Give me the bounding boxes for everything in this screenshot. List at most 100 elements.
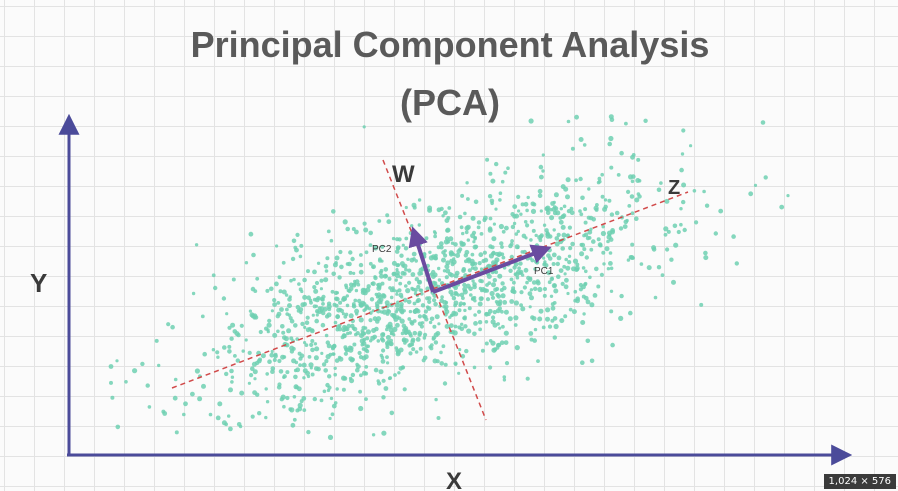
scatter-point	[618, 226, 624, 231]
scatter-point	[420, 321, 425, 325]
scatter-point	[211, 273, 216, 278]
scatter-point	[375, 304, 380, 309]
scatter-point	[407, 317, 412, 321]
scatter-point	[362, 125, 366, 129]
scatter-point	[468, 286, 473, 292]
scatter-point	[478, 252, 484, 258]
scatter-point	[376, 381, 382, 386]
scatter-point	[551, 283, 558, 289]
scatter-point	[493, 287, 498, 292]
scatter-point	[530, 201, 536, 207]
scatter-point	[487, 227, 493, 233]
scatter-point	[472, 282, 477, 287]
scatter-point	[560, 281, 565, 286]
scatter-point	[412, 330, 418, 336]
scatter-point	[292, 395, 297, 399]
scatter-point	[571, 309, 577, 315]
scatter-point	[534, 259, 539, 264]
scatter-point	[360, 342, 365, 347]
scatter-point	[584, 255, 589, 260]
scatter-point	[295, 337, 300, 341]
scatter-point	[373, 367, 379, 373]
scatter-point	[353, 298, 358, 303]
scatter-point	[491, 347, 497, 353]
scatter-point	[580, 195, 585, 201]
scatter-point	[401, 243, 405, 247]
scatter-point	[760, 120, 766, 125]
scatter-point	[625, 218, 629, 223]
scatter-point	[423, 332, 428, 337]
scatter-point	[322, 389, 327, 394]
scatter-point	[533, 327, 538, 332]
scatter-point	[383, 386, 389, 391]
scatter-point	[587, 229, 593, 235]
scatter-point	[472, 331, 477, 337]
scatter-point	[228, 387, 233, 393]
scatter-point	[460, 322, 464, 326]
scatter-point	[377, 219, 382, 223]
scatter-point	[241, 349, 245, 353]
scatter-point	[498, 198, 502, 202]
scatter-point	[222, 345, 227, 350]
scatter-point	[335, 314, 340, 320]
scatter-point	[519, 290, 524, 295]
scatter-point	[157, 363, 161, 368]
scatter-point	[388, 324, 393, 329]
scatter-point	[380, 338, 386, 343]
scatter-point	[779, 204, 785, 210]
scatter-point	[374, 326, 379, 332]
scatter-point	[377, 285, 382, 290]
scatter-point	[679, 207, 683, 211]
scatter-point	[415, 337, 421, 342]
scatter-point	[371, 309, 375, 313]
scatter-point	[552, 316, 558, 321]
scatter-point	[373, 245, 379, 251]
scatter-point	[626, 258, 631, 262]
scatter-point	[516, 194, 521, 199]
scatter-point	[362, 221, 367, 226]
scatter-point	[397, 371, 401, 375]
scatter-point	[338, 249, 343, 255]
scatter-point	[537, 316, 543, 322]
scatter-point	[376, 316, 382, 322]
scatter-point	[368, 243, 373, 248]
scatter-point	[630, 242, 635, 247]
scatter-point	[385, 311, 390, 316]
scatter-point	[596, 237, 601, 242]
scatter-point	[533, 286, 538, 291]
scatter-point	[609, 117, 615, 122]
scatter-point	[478, 278, 483, 283]
scatter-point	[328, 416, 332, 421]
scatter-point	[462, 286, 467, 292]
scatter-point	[429, 316, 435, 322]
scatter-point	[320, 297, 325, 302]
scatter-point	[573, 289, 578, 294]
scatter-point	[491, 315, 496, 320]
scatter-point	[250, 366, 255, 372]
scatter-point	[388, 327, 394, 333]
scatter-point	[321, 302, 325, 306]
scatter-point	[510, 239, 514, 243]
scatter-point	[270, 309, 274, 313]
scatter-point	[395, 315, 400, 320]
scatter-point	[489, 290, 495, 297]
scatter-point	[580, 320, 586, 325]
scatter-point	[365, 349, 370, 354]
scatter-point	[462, 282, 467, 288]
scatter-point	[331, 271, 337, 277]
scatter-point	[285, 395, 290, 401]
scatter-point	[484, 341, 489, 346]
scatter-point	[312, 304, 317, 309]
scatter-point	[351, 304, 357, 309]
scatter-point	[302, 294, 308, 300]
scatter-point	[389, 410, 395, 416]
scatter-point	[247, 350, 252, 355]
scatter-point	[554, 241, 560, 247]
scatter-point	[389, 288, 394, 293]
scatter-point	[567, 225, 573, 230]
scatter-point	[704, 203, 710, 208]
scatter-point	[608, 135, 614, 142]
scatter-point	[444, 264, 450, 270]
scatter-point	[671, 279, 676, 285]
scatter-point	[285, 307, 289, 312]
